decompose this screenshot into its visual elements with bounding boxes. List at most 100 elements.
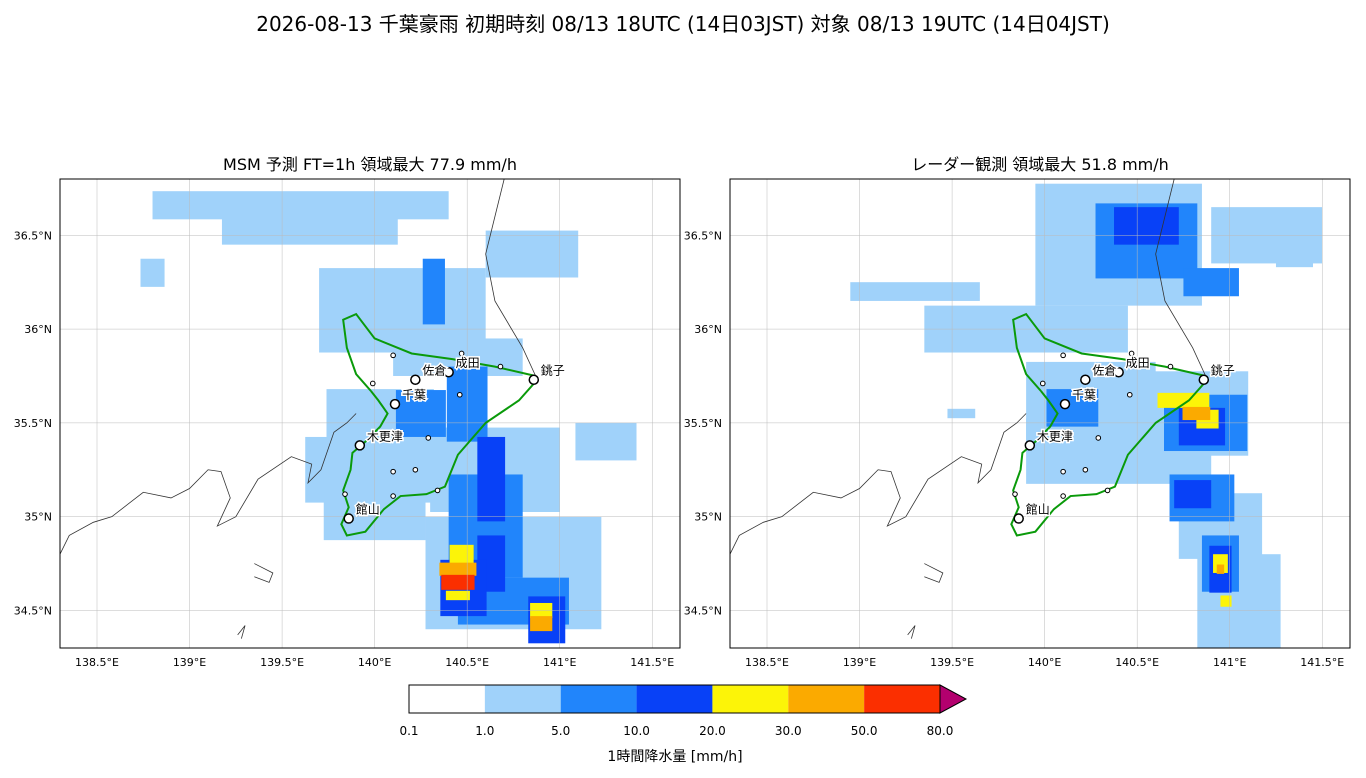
station-marker <box>458 350 465 357</box>
precip-cell <box>445 590 470 601</box>
city-marker <box>410 374 421 385</box>
colorbar-segment <box>864 685 940 713</box>
station-marker <box>434 487 441 494</box>
city-marker <box>1013 513 1024 524</box>
precip-cell <box>221 218 398 245</box>
station-marker <box>342 491 348 497</box>
colorbar-extend-arrow <box>939 684 968 714</box>
x-tick-label: 140°E <box>358 656 391 669</box>
colorbar-tick-label: 10.0 <box>623 724 650 738</box>
x-tick-label: 140°E <box>1028 656 1061 669</box>
y-tick-label: 34.5°N <box>684 604 722 617</box>
precip-cell <box>1275 252 1313 268</box>
city-label: 館山 <box>1026 502 1050 517</box>
chiba-boundary <box>342 312 536 392</box>
colorbar-tick-label: 1.0 <box>475 724 494 738</box>
city-marker <box>343 513 354 524</box>
colorbar-tick-label: 5.0 <box>551 724 570 738</box>
city-label: 千葉 <box>1072 388 1096 402</box>
coastline <box>730 413 1027 555</box>
station-marker <box>1095 435 1102 441</box>
colorbar-tick-label: 20.0 <box>699 724 726 738</box>
precip-cell <box>575 422 637 461</box>
city-label: 佐倉 <box>1092 363 1116 378</box>
precip-cell <box>1220 595 1232 607</box>
precip-cell <box>850 282 980 301</box>
station-marker <box>1104 487 1111 494</box>
station-marker <box>1167 363 1174 370</box>
city-marker <box>1198 374 1210 385</box>
precip-cell <box>319 268 486 353</box>
precip-cell <box>422 258 445 325</box>
coastline <box>60 413 357 555</box>
city-label: 館山 <box>356 502 380 517</box>
station-marker <box>390 493 396 499</box>
map-frame <box>729 178 1351 649</box>
y-tick-label: 36.5°N <box>14 229 52 242</box>
station-marker <box>390 468 396 475</box>
precip-cell <box>140 258 165 287</box>
station-marker <box>369 380 376 387</box>
x-tick-label: 141°E <box>543 656 576 669</box>
island-outline <box>254 563 274 583</box>
city-label: 千葉 <box>402 388 426 402</box>
chiba-boundary <box>1012 312 1206 392</box>
precip-cell <box>477 436 506 522</box>
station-marker <box>1060 352 1066 359</box>
precipitation-colorbar: 0.1 1.0 5.0 10.0 20.0 30.0 50.0 80.0 1時間降水量 [mm/… <box>399 684 968 765</box>
station-marker <box>1039 380 1046 387</box>
left-panel-title: MSM 予測 FT=1h 領域最大 77.9 mm/h <box>223 155 517 174</box>
precip-cell <box>485 230 579 278</box>
right-panel-title: レーダー観測 領域最大 51.8 mm/h <box>911 155 1169 174</box>
colorbar-tick-label: 50.0 <box>851 724 878 738</box>
precip-cell <box>449 544 474 564</box>
x-tick-label: 138.5°E <box>745 656 789 669</box>
colorbar-segment <box>409 685 485 713</box>
colorbar-segment <box>560 685 637 713</box>
x-tick-label: 139°E <box>843 656 876 669</box>
y-tick-label: 36°N <box>24 323 52 336</box>
x-tick-label: 141.5°E <box>1300 656 1344 669</box>
city-label: 成田 <box>456 356 480 370</box>
station-marker <box>497 363 504 370</box>
colorbar-tick-label: 30.0 <box>775 724 802 738</box>
y-tick-label: 34.5°N <box>14 604 52 617</box>
city-label: 佐倉 <box>422 363 446 378</box>
y-tick-label: 35.5°N <box>684 417 722 430</box>
city-marker <box>389 398 401 410</box>
city-marker <box>1059 398 1071 410</box>
colorbar-segment <box>788 685 865 713</box>
y-tick-label: 35.5°N <box>14 417 52 430</box>
x-tick-label: 141.5°E <box>630 656 674 669</box>
colorbar-segment <box>712 685 789 713</box>
x-tick-label: 139.5°E <box>260 656 304 669</box>
x-tick-label: 140.5°E <box>445 656 489 669</box>
x-tick-label: 140.5°E <box>1115 656 1159 669</box>
station-marker <box>390 352 396 359</box>
x-tick-label: 138.5°E <box>75 656 119 669</box>
island-outline <box>237 625 246 639</box>
precip-cell <box>530 616 553 632</box>
colorbar-segment <box>484 685 561 713</box>
precip-cell <box>1216 564 1225 574</box>
colorbar-tick-label: 0.1 <box>399 724 418 738</box>
colorbar-tick-label: 80.0 <box>927 724 954 738</box>
colorbar-frame <box>408 684 941 714</box>
station-marker <box>456 391 463 398</box>
y-tick-label: 35°N <box>24 511 52 524</box>
city-label: 木更津 <box>1037 429 1073 443</box>
city-marker <box>1080 374 1091 385</box>
precip-cell <box>395 390 446 437</box>
city-label: 銚子 <box>541 363 565 378</box>
figure-title: 2026-08-13 千葉豪雨 初期時刻 08/13 18UTC (14日03J… <box>256 12 1110 36</box>
y-tick-label: 35°N <box>694 511 722 524</box>
x-tick-label: 141°E <box>1213 656 1246 669</box>
station-marker <box>1126 391 1133 398</box>
island-outline <box>924 563 944 583</box>
station-marker <box>412 466 419 473</box>
city-marker <box>354 440 366 451</box>
precip-cell <box>1174 480 1212 509</box>
station-marker <box>425 435 432 441</box>
colorbar-segment <box>636 685 713 713</box>
coastline <box>1155 179 1207 377</box>
